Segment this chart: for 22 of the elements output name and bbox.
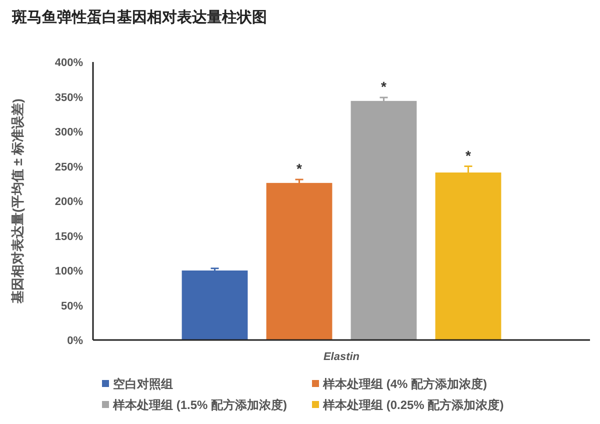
y-tick-label: 350% — [54, 92, 84, 104]
y-tick-label: 100% — [54, 266, 84, 278]
bar — [182, 270, 248, 340]
y-tick-label: 250% — [54, 161, 84, 174]
data-label: * — [466, 147, 472, 164]
y-axis-title: 基因相对表达量(平均值 ± 标准误差) — [10, 98, 25, 305]
chart-title: 斑马鱼弹性蛋白基因相对表达量柱状图 — [11, 9, 267, 26]
legend-label: 样本处理组 (4% 配方添加浓度) — [322, 377, 488, 391]
legend-label: 样本处理组 (1.5% 配方添加浓度) — [112, 398, 288, 412]
legend-label: 空白对照组 — [113, 377, 173, 391]
y-tick-label: 200% — [54, 196, 84, 208]
y-tick-label: 50% — [60, 300, 84, 312]
y-tick-label: 400% — [54, 57, 84, 69]
data-label: * — [381, 78, 388, 94]
legend-label: 样本处理组 (0.25% 配方添加浓度) — [322, 398, 504, 412]
y-tick-label: 150% — [54, 230, 84, 243]
data-label: * — [296, 160, 303, 176]
y-tick-label: 300% — [54, 126, 84, 138]
x-tick-label: Elastin — [323, 351, 360, 363]
bar — [350, 100, 417, 340]
y-tick-label: 0% — [67, 335, 84, 347]
bar — [266, 182, 332, 340]
